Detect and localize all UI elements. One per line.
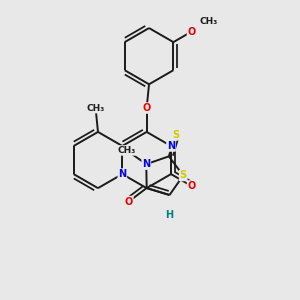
Text: S: S [172,130,179,140]
Text: S: S [180,170,187,180]
Text: CH₃: CH₃ [200,17,218,26]
Text: H: H [166,210,174,220]
Text: N: N [118,169,126,179]
Text: O: O [142,103,151,113]
Text: O: O [188,27,196,37]
Text: CH₃: CH₃ [86,104,105,113]
Text: O: O [124,196,133,207]
Text: N: N [167,141,175,151]
Text: N: N [142,159,150,169]
Text: O: O [188,181,196,191]
Text: CH₃: CH₃ [118,146,136,155]
